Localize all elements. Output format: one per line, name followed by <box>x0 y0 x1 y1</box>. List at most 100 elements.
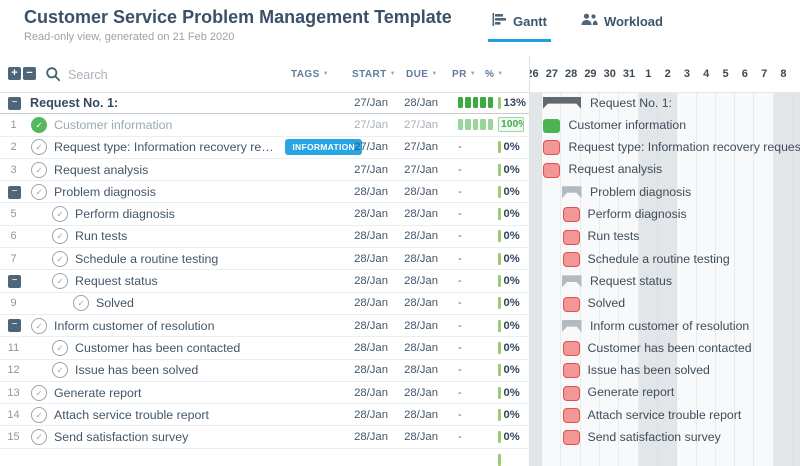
progress-cell: 0% <box>498 203 520 224</box>
table-row[interactable]: 11 ✓ Customer has been contacted 28/Jan 28… <box>0 337 529 360</box>
table-row[interactable]: 7 ✓ Schedule a routine testing 28/Jan 28/J… <box>0 248 529 271</box>
task-bar[interactable] <box>562 251 580 267</box>
due-date: 27/Jan <box>404 118 438 131</box>
collapse-all-button[interactable]: − <box>23 67 36 80</box>
table-row-parent[interactable]: − ✓ Problem diagnosis 28/Jan 28/Jan - 0% <box>0 181 529 204</box>
task-check-icon[interactable]: ✓ <box>52 228 68 245</box>
task-bar[interactable] <box>562 207 580 223</box>
progress-tick <box>498 319 501 332</box>
progress-cell: 0% <box>498 159 520 180</box>
task-name: Perform diagnosis <box>75 207 175 222</box>
timeline-day: 5 <box>722 68 729 80</box>
task-check-icon[interactable]: ✓ <box>52 250 68 267</box>
task-check-icon[interactable]: ✓ <box>52 362 68 379</box>
progress-cell: 0% <box>498 293 520 314</box>
task-check-icon[interactable]: ✓ <box>73 295 89 312</box>
gantt-chart-icon <box>492 12 507 30</box>
task-name: Inform customer of resolution <box>54 318 215 333</box>
task-bar[interactable] <box>562 229 580 245</box>
table-row-group[interactable]: − Request No. 1: 27/Jan 28/Jan 13% <box>0 92 529 115</box>
task-bar[interactable] <box>562 341 580 357</box>
due-date: 28/Jan <box>404 319 438 332</box>
task-bar[interactable] <box>562 296 580 312</box>
gantt-task-label: Schedule a routine testing <box>587 251 730 266</box>
timeline-day: 6 <box>741 68 748 80</box>
table-row[interactable]: 15 ✓ Send satisfaction survey 28/Jan 28/Ja… <box>0 426 529 449</box>
task-bar[interactable] <box>562 430 580 446</box>
table-row-parent[interactable]: − ✓ Inform customer of resolution 28/Jan … <box>0 315 529 338</box>
task-bar[interactable] <box>543 140 561 156</box>
progress-tick <box>498 453 501 466</box>
task-check-icon[interactable]: ✓ <box>31 161 47 178</box>
table-row[interactable]: 12 ✓ Issue has been solved 28/Jan 28/Jan -… <box>0 360 529 382</box>
due-date: 28/Jan <box>404 408 438 421</box>
expand-all-button[interactable]: + <box>8 67 21 80</box>
column-header-tags[interactable]: TAGS ▼ <box>291 68 329 80</box>
task-check-icon[interactable]: ✓ <box>52 273 68 290</box>
timeline-column <box>600 92 620 466</box>
gantt-task-label: Issue has been solved <box>587 363 710 378</box>
column-header-start[interactable]: START ▼ <box>352 68 396 80</box>
progress-tick <box>498 341 501 354</box>
table-row[interactable]: 9 ✓ Solved 28/Jan 28/Jan - 0% <box>0 293 529 315</box>
task-bar[interactable] <box>543 162 561 178</box>
column-header-due[interactable]: DUE ▼ <box>406 68 438 80</box>
column-header-pr[interactable]: PR ▼ <box>452 68 477 80</box>
gantt-task-label: Perform diagnosis <box>587 207 687 221</box>
filter-icon: ▼ <box>431 71 438 77</box>
collapse-icon[interactable]: − <box>8 319 21 333</box>
task-check-icon[interactable]: ✓ <box>31 317 47 334</box>
table-row[interactable]: 1 ✓ Customer information 27/Jan 27/Jan 100… <box>0 114 529 137</box>
timeline-day: 27 <box>545 68 558 80</box>
task-name: Request status <box>75 274 158 289</box>
task-check-icon[interactable]: ✓ <box>31 429 47 446</box>
timeline-day: 4 <box>703 68 710 80</box>
start-date: 28/Jan <box>354 297 388 310</box>
table-row[interactable]: 2 ✓ Request type: Information recovery req… <box>0 137 529 159</box>
task-check-icon[interactable]: ✓ <box>31 183 47 200</box>
table-row-parent[interactable]: − ✓ Request status 28/Jan 28/Jan - 0% <box>0 270 529 293</box>
task-check-icon[interactable]: ✓ <box>31 384 47 401</box>
tab-workload[interactable]: Workload <box>577 12 667 42</box>
timeline-day: 29 <box>584 68 597 80</box>
filter-icon: ▼ <box>497 71 504 77</box>
progress-cell: 0% <box>498 360 520 381</box>
timeline-column <box>677 92 697 466</box>
due-date: 27/Jan <box>404 163 438 176</box>
task-bar-complete[interactable] <box>543 118 560 133</box>
collapse-icon[interactable]: − <box>8 274 21 288</box>
row-number: 2 <box>10 141 17 154</box>
tab-gantt[interactable]: Gantt <box>488 12 551 42</box>
task-check-icon[interactable]: ✓ <box>31 406 47 423</box>
progress-cell: 0% <box>498 382 520 403</box>
table-row[interactable]: 14 ✓ Attach service trouble report 28/Jan … <box>0 404 529 427</box>
task-check-icon[interactable]: ✓ <box>31 139 47 156</box>
search-input[interactable] <box>66 64 250 86</box>
collapse-icon[interactable]: − <box>8 185 21 199</box>
table-row[interactable]: 13 ✓ Generate report 28/Jan 28/Jan - 0% <box>0 382 529 405</box>
collapse-icon[interactable]: − <box>8 96 21 110</box>
search-icon <box>45 66 61 87</box>
table-row[interactable]: 3 ✓ Request analysis 27/Jan 27/Jan - 0% <box>0 159 529 182</box>
row-number: 15 <box>7 431 20 444</box>
task-bar[interactable] <box>562 363 580 379</box>
priority-cell: - <box>458 364 462 377</box>
gantt-task-label: Attach service trouble report <box>587 407 742 422</box>
timeline-weekend-stripe <box>530 92 543 466</box>
task-done-check-icon[interactable]: ✓ <box>31 116 47 133</box>
start-date: 27/Jan <box>354 163 388 176</box>
table-row[interactable]: 5 ✓ Perform diagnosis 28/Jan 28/Jan - 0% <box>0 203 529 226</box>
task-bar[interactable] <box>562 385 580 401</box>
task-bar[interactable] <box>562 408 580 423</box>
tag-badge[interactable]: INFORMATION <box>285 139 362 156</box>
due-date: 27/Jan <box>404 141 438 154</box>
row-number: 9 <box>10 297 17 310</box>
priority-cell: - <box>458 230 462 243</box>
task-name: Request type: Information recovery reque… <box>54 140 280 155</box>
task-check-icon[interactable]: ✓ <box>52 206 68 223</box>
column-header-percent[interactable]: % ▼ <box>485 68 504 80</box>
row-number: 7 <box>10 252 17 265</box>
row-number: 13 <box>7 386 20 399</box>
task-check-icon[interactable]: ✓ <box>52 339 68 356</box>
table-row[interactable]: 6 ✓ Run tests 28/Jan 28/Jan - 0% <box>0 226 529 249</box>
